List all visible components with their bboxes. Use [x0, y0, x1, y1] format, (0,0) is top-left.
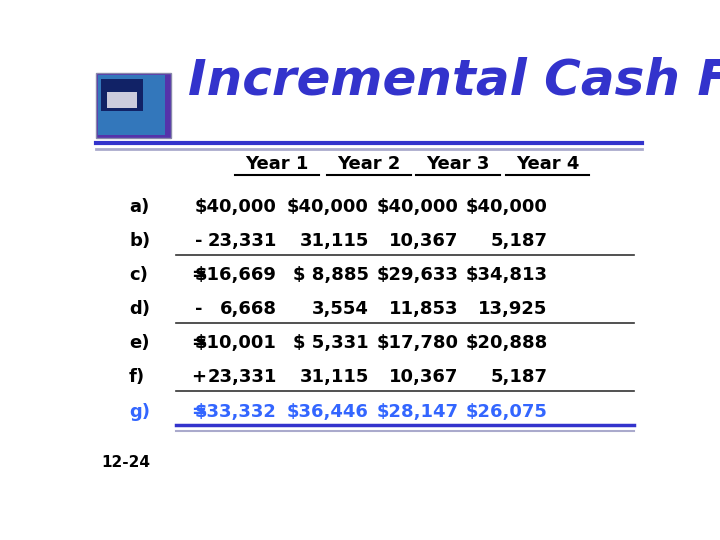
Text: 23,331: 23,331 — [207, 232, 277, 250]
Text: $40,000: $40,000 — [377, 198, 459, 216]
Text: 12-24: 12-24 — [101, 455, 150, 470]
Text: =: = — [192, 266, 207, 284]
Text: -: - — [195, 300, 202, 318]
Text: $40,000: $40,000 — [195, 198, 277, 216]
Text: $28,147: $28,147 — [377, 403, 459, 421]
Text: $40,000: $40,000 — [466, 198, 547, 216]
Text: Year 2: Year 2 — [337, 155, 401, 173]
Text: $ 8,885: $ 8,885 — [293, 266, 369, 284]
Text: $ 5,331: $ 5,331 — [293, 334, 369, 353]
Text: Year 4: Year 4 — [516, 155, 580, 173]
Text: +: + — [192, 368, 207, 387]
FancyBboxPatch shape — [101, 79, 143, 111]
Text: $20,888: $20,888 — [465, 334, 547, 353]
Text: $34,813: $34,813 — [466, 266, 547, 284]
Text: d): d) — [129, 300, 150, 318]
Text: 5,187: 5,187 — [490, 368, 547, 387]
Text: e): e) — [129, 334, 150, 353]
Text: 5,187: 5,187 — [490, 232, 547, 250]
Text: $36,446: $36,446 — [287, 403, 369, 421]
Text: b): b) — [129, 232, 150, 250]
FancyBboxPatch shape — [107, 92, 138, 109]
Text: 31,115: 31,115 — [300, 368, 369, 387]
FancyBboxPatch shape — [96, 73, 171, 138]
Text: 11,853: 11,853 — [389, 300, 459, 318]
Text: 10,367: 10,367 — [389, 368, 459, 387]
Text: Incremental Cash Flows: Incremental Cash Flows — [188, 56, 720, 104]
Text: $10,001: $10,001 — [195, 334, 277, 353]
Text: $40,000: $40,000 — [287, 198, 369, 216]
Text: c): c) — [129, 266, 148, 284]
Text: Year 3: Year 3 — [426, 155, 490, 173]
Text: f): f) — [129, 368, 145, 387]
Text: $16,669: $16,669 — [195, 266, 277, 284]
Text: $17,780: $17,780 — [377, 334, 459, 353]
Text: $33,332: $33,332 — [195, 403, 277, 421]
Text: 3,554: 3,554 — [312, 300, 369, 318]
Text: 31,115: 31,115 — [300, 232, 369, 250]
Text: 23,331: 23,331 — [207, 368, 277, 387]
Text: =: = — [192, 334, 207, 353]
Text: -: - — [195, 232, 202, 250]
Text: $29,633: $29,633 — [377, 266, 459, 284]
Text: 10,367: 10,367 — [389, 232, 459, 250]
Text: Year 1: Year 1 — [246, 155, 309, 173]
Text: a): a) — [129, 198, 149, 216]
Text: $26,075: $26,075 — [466, 403, 547, 421]
FancyBboxPatch shape — [99, 75, 166, 136]
Text: 6,668: 6,668 — [220, 300, 277, 318]
Text: =: = — [192, 403, 207, 421]
Text: 13,925: 13,925 — [478, 300, 547, 318]
Text: g): g) — [129, 403, 150, 421]
